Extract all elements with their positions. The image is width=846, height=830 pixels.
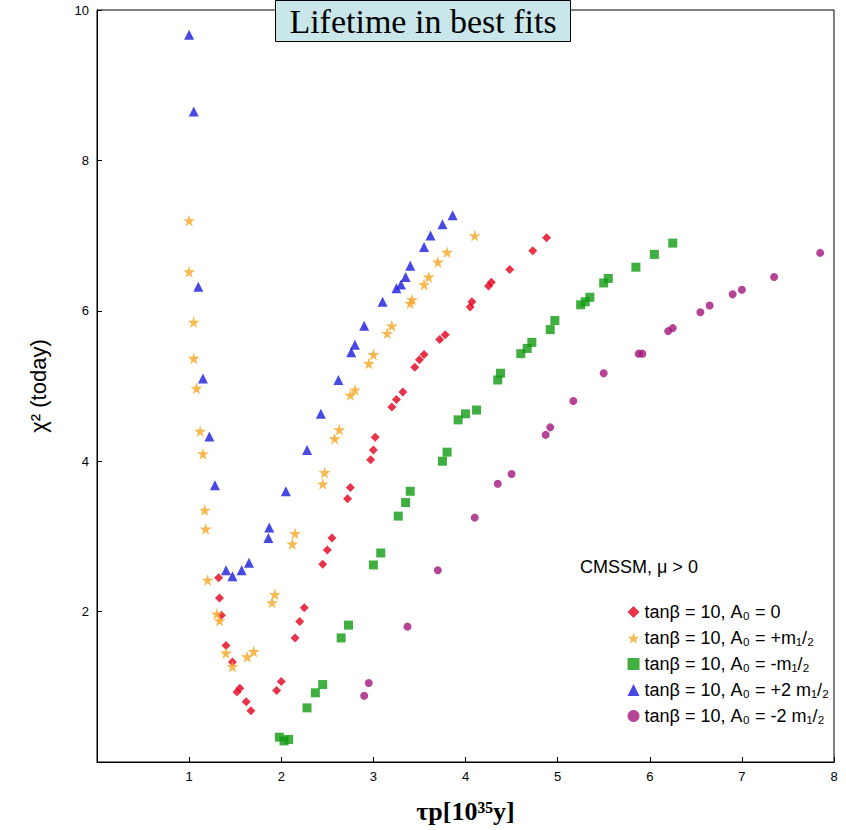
svg-text:χ² (today): χ² (today) <box>26 339 51 432</box>
svg-text:3: 3 <box>370 769 377 784</box>
svg-text:8: 8 <box>830 769 837 784</box>
svg-text:7: 7 <box>738 769 745 784</box>
svg-text:1: 1 <box>186 769 193 784</box>
svg-text:10: 10 <box>75 3 89 18</box>
svg-text:2: 2 <box>82 604 89 619</box>
svg-text:8: 8 <box>82 153 89 168</box>
svg-text:tanβ = 10, A₀ = -m₁/₂: tanβ = 10, A₀ = -m₁/₂ <box>645 654 810 674</box>
svg-text:4: 4 <box>462 769 469 784</box>
svg-text:tanβ = 10, A₀ = +m₁/₂: tanβ = 10, A₀ = +m₁/₂ <box>645 628 814 648</box>
svg-text:tanβ = 10, A₀ = 0: tanβ = 10, A₀ = 0 <box>645 602 781 622</box>
svg-text:CMSSM, μ > 0: CMSSM, μ > 0 <box>580 557 698 577</box>
svg-text:6: 6 <box>82 303 89 318</box>
svg-text:tanβ = 10, A₀ = +2 m₁/₂: tanβ = 10, A₀ = +2 m₁/₂ <box>645 680 829 700</box>
svg-text:2: 2 <box>278 769 285 784</box>
svg-text:4: 4 <box>82 454 89 469</box>
svg-text:tanβ = 10, A₀ = -2 m₁/₂: tanβ = 10, A₀ = -2 m₁/₂ <box>645 706 825 726</box>
svg-text:τp[10³⁵y]: τp[10³⁵y] <box>416 797 514 826</box>
svg-text:5: 5 <box>554 769 561 784</box>
svg-text:6: 6 <box>646 769 653 784</box>
svg-text:Lifetime in best fits: Lifetime in best fits <box>289 3 556 40</box>
